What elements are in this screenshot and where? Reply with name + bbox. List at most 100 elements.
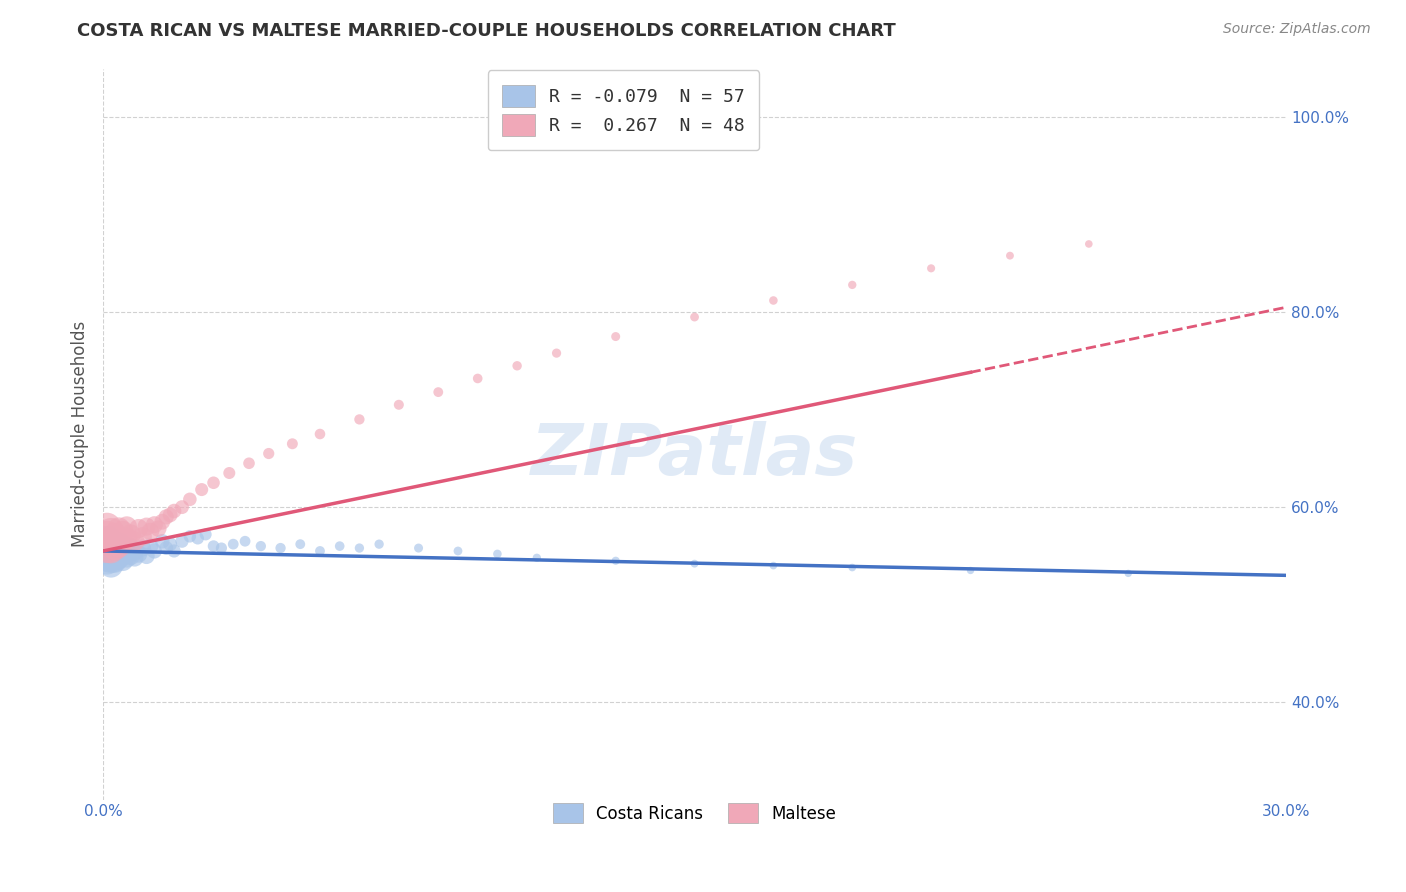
Point (115, 519, 138, 533)
Point (281, 436, 304, 450)
Point (115, 531, 138, 545)
Point (111, 539, 134, 553)
Point (209, 541, 232, 555)
Point (683, 557, 706, 571)
Point (128, 522, 150, 536)
Point (104, 541, 127, 555)
Point (388, 398, 411, 412)
Y-axis label: Married-couple Households: Married-couple Households (72, 321, 89, 547)
Point (150, 515, 173, 529)
Point (100, 544, 122, 558)
Text: COSTA RICAN VS MALTESE MARRIED-COUPLE HOUSEHOLDS CORRELATION CHART: COSTA RICAN VS MALTESE MARRIED-COUPLE HO… (77, 22, 896, 40)
Point (762, 293, 785, 308)
Point (1116, 566, 1139, 581)
Legend: Costa Ricans, Maltese: Costa Ricans, Maltese (541, 791, 848, 835)
Point (108, 544, 131, 558)
Point (143, 517, 166, 532)
Point (96, 539, 118, 553)
Point (135, 549, 157, 563)
Point (427, 385, 450, 400)
Point (131, 541, 153, 555)
Point (128, 547, 150, 561)
Point (111, 524, 134, 539)
Text: ZIPatlas: ZIPatlas (531, 421, 858, 491)
Point (111, 534, 134, 549)
Point (96, 539, 118, 553)
Point (111, 554, 134, 568)
Point (163, 544, 186, 558)
Text: Source: ZipAtlas.com: Source: ZipAtlas.com (1223, 22, 1371, 37)
Point (683, 310, 706, 324)
Point (218, 466, 240, 480)
Point (155, 509, 177, 524)
Point (155, 541, 177, 555)
Point (131, 529, 153, 543)
Point (202, 539, 225, 553)
Point (124, 544, 146, 558)
Point (170, 534, 193, 549)
Point (998, 249, 1021, 263)
Point (467, 371, 489, 385)
Point (841, 277, 863, 292)
Point (96, 519, 118, 533)
Point (238, 456, 260, 470)
Point (222, 537, 245, 551)
Point (190, 483, 212, 497)
Point (115, 550, 138, 565)
Point (329, 539, 352, 553)
Point (202, 475, 225, 490)
Point (526, 550, 548, 565)
Point (104, 549, 127, 563)
Point (841, 560, 863, 574)
Point (143, 544, 166, 558)
Point (179, 529, 201, 543)
Point (233, 534, 256, 549)
Point (309, 427, 332, 442)
Point (96, 534, 118, 549)
Point (546, 346, 568, 360)
Point (104, 541, 127, 555)
Point (309, 544, 332, 558)
Point (408, 541, 430, 555)
Point (108, 522, 131, 536)
Point (506, 359, 529, 373)
Point (159, 537, 181, 551)
Point (349, 541, 371, 555)
Point (139, 539, 162, 553)
Point (159, 508, 181, 522)
Point (108, 550, 131, 565)
Point (100, 544, 122, 558)
Point (100, 549, 122, 563)
Point (486, 547, 509, 561)
Point (179, 492, 201, 507)
Point (150, 534, 173, 549)
Point (605, 554, 627, 568)
Point (120, 541, 142, 555)
Point (104, 554, 127, 568)
Point (96, 554, 118, 568)
Point (120, 527, 142, 541)
Point (100, 534, 122, 549)
Point (762, 558, 785, 573)
Point (605, 329, 627, 343)
Point (120, 549, 142, 563)
Point (170, 500, 193, 515)
Point (290, 537, 312, 551)
Point (368, 537, 391, 551)
Point (139, 524, 162, 539)
Point (124, 550, 146, 565)
Point (959, 564, 981, 578)
Point (100, 539, 122, 553)
Point (1077, 236, 1099, 251)
Point (257, 446, 280, 460)
Point (349, 412, 371, 426)
Point (148, 522, 170, 536)
Point (115, 544, 138, 558)
Point (108, 537, 131, 551)
Point (124, 534, 146, 549)
Point (96, 529, 118, 543)
Point (111, 547, 134, 561)
Point (108, 539, 131, 553)
Point (447, 544, 470, 558)
Point (187, 531, 209, 545)
